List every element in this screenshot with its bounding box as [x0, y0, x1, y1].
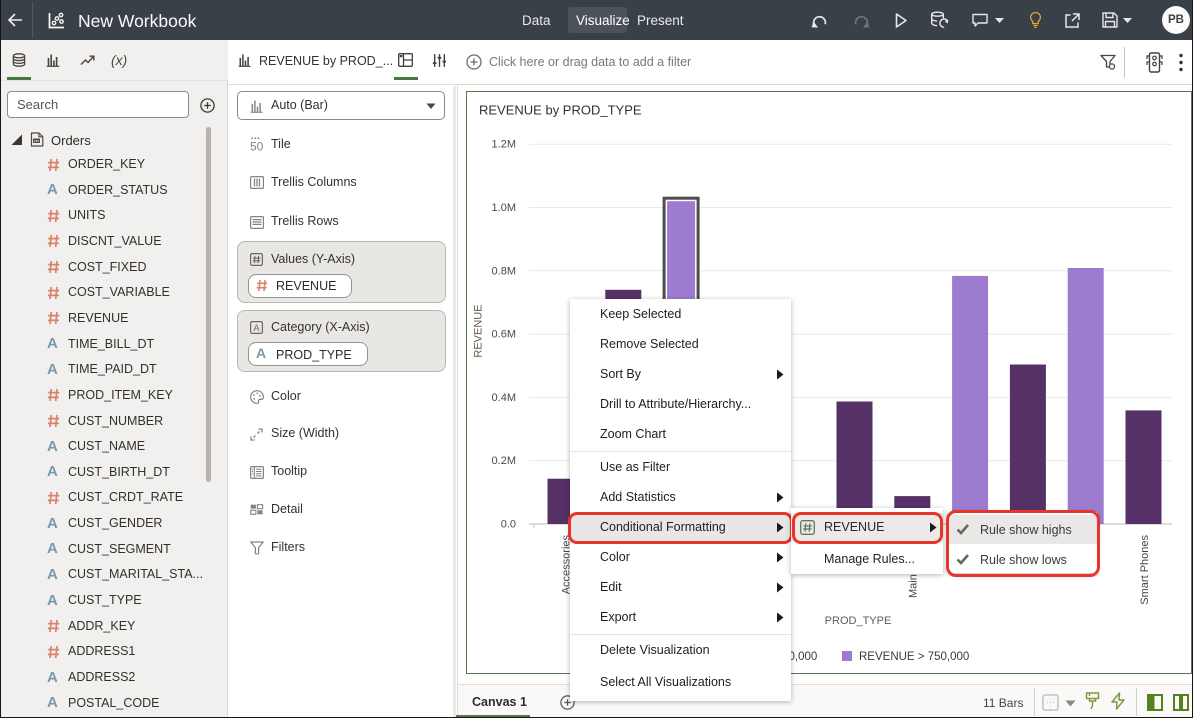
- svg-text:Accessories: Accessories: [561, 535, 573, 595]
- svg-text:50: 50: [250, 140, 264, 153]
- svg-text:1.0M: 1.0M: [492, 202, 516, 214]
- svg-text:PROD_TYPE: PROD_TYPE: [825, 615, 892, 627]
- svg-text:A: A: [253, 323, 259, 333]
- svg-text:1.2M: 1.2M: [492, 139, 516, 151]
- svg-text:Smart Phones: Smart Phones: [1139, 535, 1151, 605]
- svg-text:REVENUE: REVENUE: [473, 304, 485, 357]
- svg-text:REVENUE > 750,000: REVENUE > 750,000: [859, 651, 969, 663]
- svg-text:REVENUE by PROD_TYPE: REVENUE by PROD_TYPE: [479, 103, 642, 118]
- svg-text:0.6M: 0.6M: [492, 329, 516, 341]
- svg-text:0.8M: 0.8M: [492, 265, 516, 277]
- svg-text:csv: csv: [34, 139, 40, 143]
- svg-text:0.0: 0.0: [501, 519, 516, 531]
- svg-text:0.4M: 0.4M: [492, 392, 516, 404]
- svg-text:0.2M: 0.2M: [492, 455, 516, 467]
